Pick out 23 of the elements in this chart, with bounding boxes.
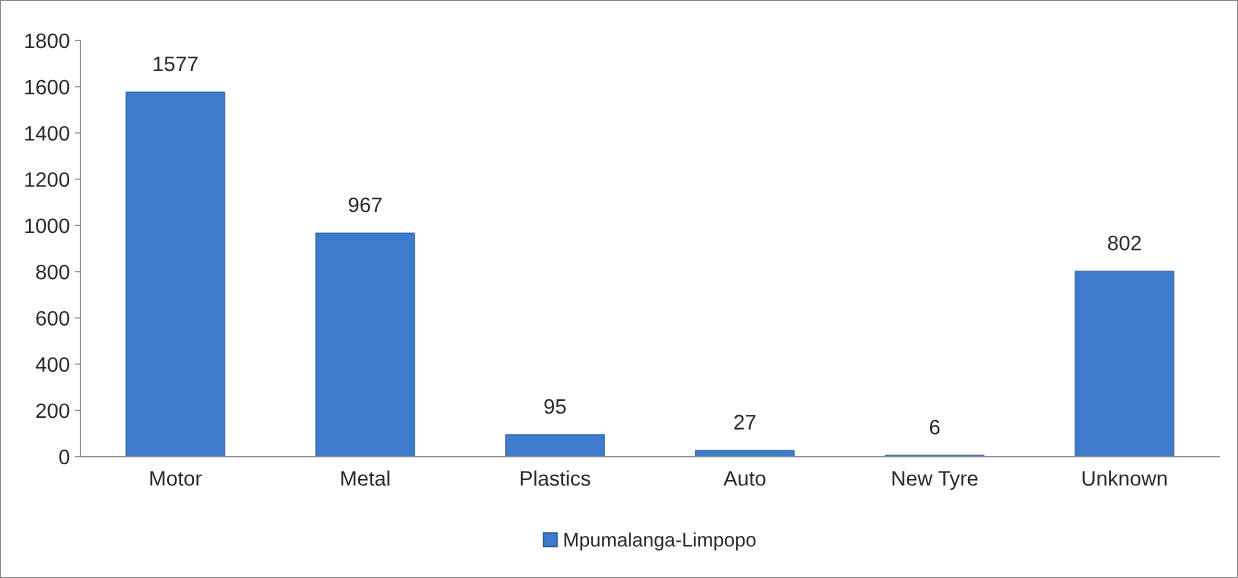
y-tick-label: 800 (36, 264, 70, 280)
y-tick-label: 1600 (25, 79, 70, 95)
legend-label: Mpumalanga-Limpopo (564, 532, 756, 551)
data-label: 27 (734, 414, 756, 430)
x-tick-label: Auto (723, 471, 766, 486)
x-tick-label: Unknown (1082, 470, 1167, 486)
y-tick-label: 1200 (25, 172, 70, 187)
y-tick-label: 1400 (25, 125, 70, 141)
data-label: 6 (929, 419, 940, 435)
x-tick-label: Metal (341, 470, 390, 486)
y-tick-label: 1000 (25, 218, 70, 234)
y-tick-label: 1800 (25, 33, 70, 49)
data-label: 967 (348, 197, 382, 213)
y-tick-label: 0 (59, 449, 70, 465)
x-tick-label: New Tyre (892, 471, 978, 490)
y-tick-label: 200 (36, 403, 70, 419)
y-tick-label: 600 (36, 310, 70, 326)
data-label: 95 (544, 399, 566, 414)
data-label: 1577 (153, 56, 198, 72)
x-tick-label: Plastics (520, 470, 591, 486)
y-tick-label: 400 (35, 357, 70, 372)
x-tick-label: Motor (150, 471, 202, 486)
data-label: 802 (1108, 235, 1141, 251)
